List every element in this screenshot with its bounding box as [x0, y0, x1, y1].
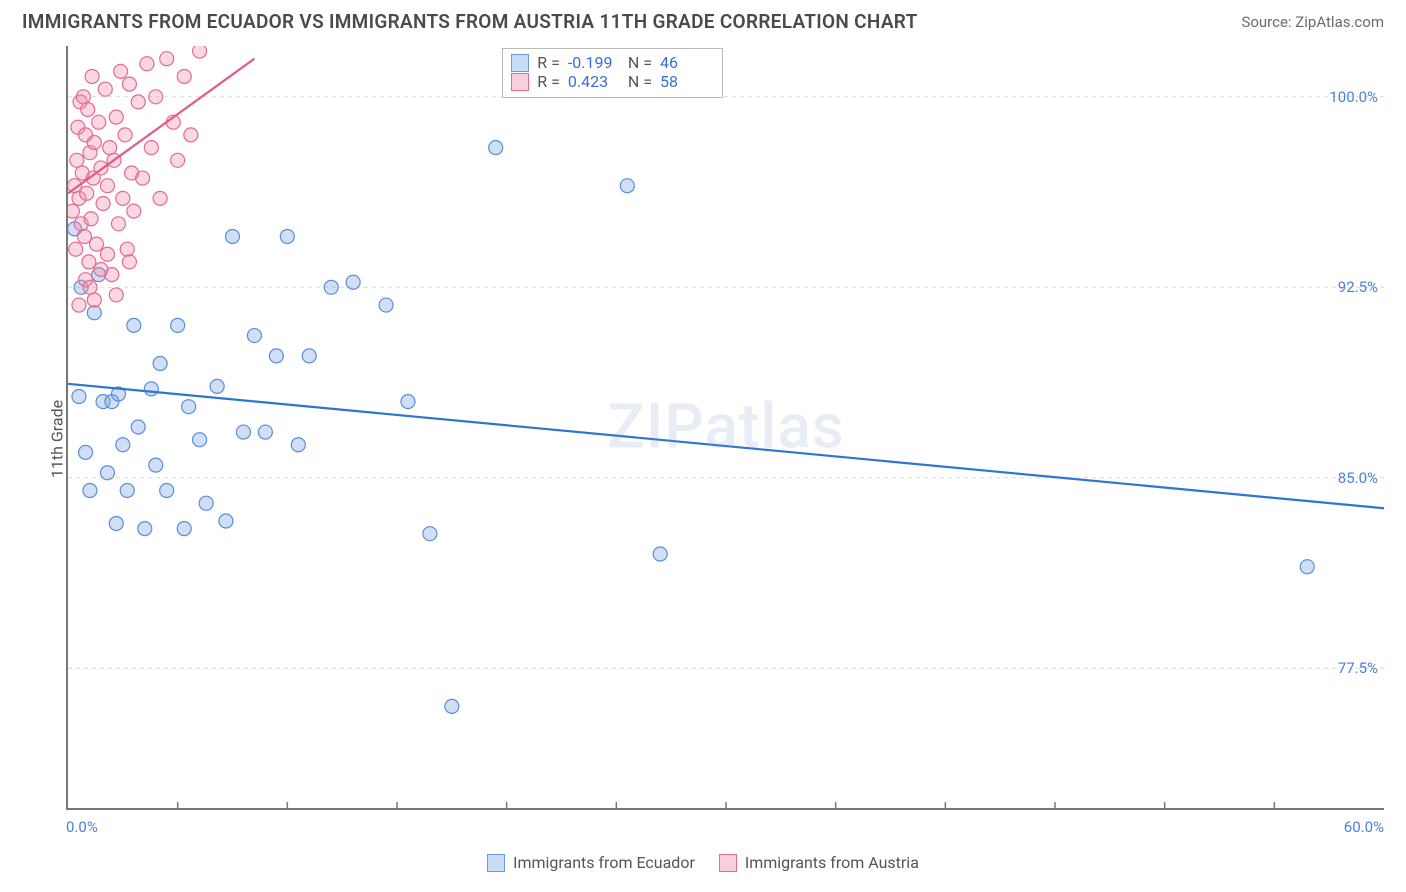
swatch-icon	[511, 54, 529, 72]
r-value: -0.199	[568, 53, 620, 72]
x-axis-labels: 0.0% 60.0%	[66, 818, 1384, 836]
legend-label: Immigrants from Austria	[745, 853, 919, 872]
y-tick-label: 100.0%	[1329, 88, 1378, 106]
swatch-icon	[719, 854, 737, 872]
x-min-label: 0.0%	[66, 818, 98, 836]
plot-area: 11th Grade ZIPatlas R =-0.199N =46R =0.4…	[22, 46, 1384, 832]
stat-row-austria: R = 0.423 N = 58	[511, 72, 712, 91]
n-label: N =	[628, 72, 652, 91]
y-tick-label: 77.5%	[1338, 659, 1378, 677]
n-value: 46	[660, 53, 712, 72]
swatch-icon	[511, 73, 529, 91]
swatch-icon	[487, 854, 505, 872]
legend-item: Immigrants from Ecuador	[487, 853, 695, 872]
r-label: R =	[537, 72, 560, 91]
source-link[interactable]: ZipAtlas.com	[1295, 13, 1384, 31]
r-value: 0.423	[568, 72, 620, 91]
footer-legend: Immigrants from Ecuador Immigrants from A…	[0, 853, 1406, 872]
n-value: 58	[660, 72, 712, 91]
chart-canvas: ZIPatlas R =-0.199N =46R =0.423N =58 77.…	[66, 46, 1384, 810]
chart-title: IMMIGRANTS FROM ECUADOR VS IMMIGRANTS FR…	[22, 10, 918, 33]
legend-label: Immigrants from Ecuador	[513, 853, 695, 872]
source-prefix: Source:	[1241, 13, 1291, 31]
stat-row-ecuador: R = -0.199 N = 46	[511, 53, 712, 72]
chart-svg	[68, 46, 1384, 808]
n-label: N =	[628, 53, 652, 72]
correlation-stats-box: R = -0.199 N = 46 R = 0.423 N = 58	[502, 48, 723, 98]
legend-item: Immigrants from Austria	[719, 853, 919, 872]
source-label: Source: ZipAtlas.com	[1241, 13, 1384, 31]
x-max-label: 60.0%	[1344, 818, 1384, 836]
y-tick-label: 92.5%	[1338, 278, 1378, 296]
y-tick-label: 85.0%	[1338, 469, 1378, 487]
y-axis-label: 11th Grade	[48, 400, 67, 478]
header: IMMIGRANTS FROM ECUADOR VS IMMIGRANTS FR…	[0, 0, 1406, 39]
r-label: R =	[537, 53, 560, 72]
